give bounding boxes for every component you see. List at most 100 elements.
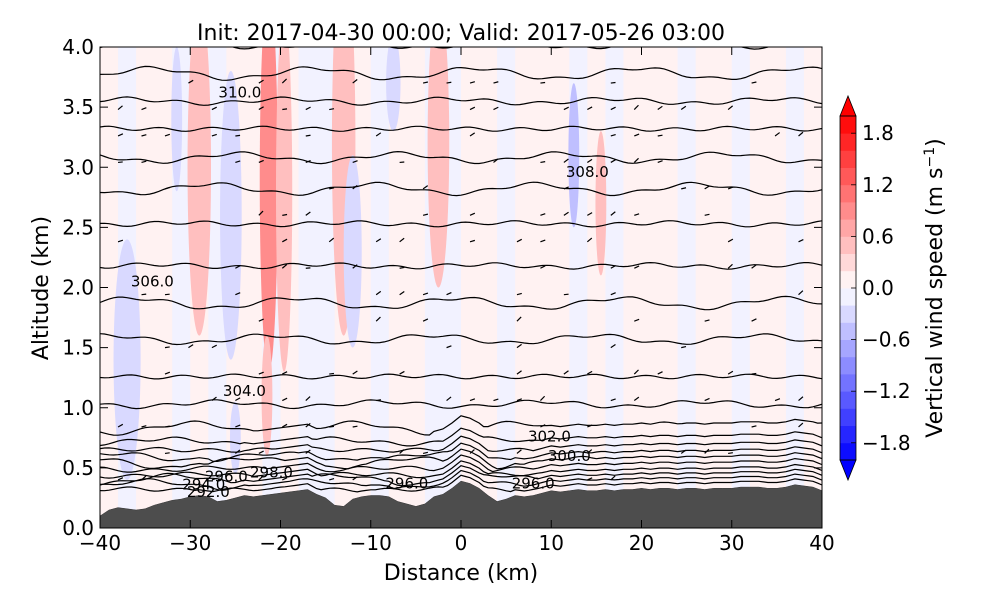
wind-vector bbox=[540, 239, 546, 243]
colorbar-level bbox=[840, 391, 856, 409]
wind-vector bbox=[235, 397, 241, 402]
wind-vector bbox=[634, 133, 640, 137]
wind-vector bbox=[141, 107, 147, 111]
wind-vector bbox=[751, 264, 757, 269]
wind-vector bbox=[141, 160, 147, 164]
colorbar-level bbox=[840, 150, 856, 168]
theta-contour bbox=[100, 125, 822, 132]
w-stripe bbox=[352, 47, 372, 528]
colorbar-level bbox=[840, 322, 856, 340]
wind-vector bbox=[539, 395, 546, 401]
wind-vector bbox=[540, 81, 546, 84]
wind-vector bbox=[610, 159, 616, 163]
wind-vector bbox=[399, 237, 405, 243]
wind-vector bbox=[282, 397, 288, 402]
wind-vector bbox=[563, 293, 569, 296]
wind-vector bbox=[704, 213, 710, 216]
w-anomaly bbox=[171, 47, 183, 192]
y-tick-label: 1.5 bbox=[62, 336, 94, 360]
y-tick-label: 2.5 bbox=[62, 215, 94, 239]
terrain bbox=[100, 480, 822, 528]
colorbar-tick-label: 0.6 bbox=[862, 224, 894, 248]
wind-vector bbox=[422, 318, 429, 322]
w-stripe bbox=[461, 47, 480, 528]
w-stripe bbox=[316, 47, 336, 528]
w-stripe bbox=[659, 47, 679, 528]
wind-vector bbox=[587, 158, 593, 163]
wind-vector bbox=[516, 238, 523, 243]
contour-label: 296.0 bbox=[385, 475, 428, 493]
wind-vector bbox=[235, 292, 241, 296]
y-axis-label: Altitude (km) bbox=[29, 216, 54, 360]
colorbar-ticks: 1.8 1.2 0.6 0.0 −0.6 −1.2 −1.8 bbox=[851, 121, 911, 455]
theta-contour bbox=[100, 333, 822, 346]
x-tick-label: −30 bbox=[169, 531, 211, 555]
chart-title: Init: 2017-04-30 00:00; Valid: 2017-05-2… bbox=[197, 21, 725, 46]
wind-vector bbox=[235, 134, 241, 137]
wind-vector bbox=[798, 290, 804, 296]
contour-label: 306.0 bbox=[131, 272, 174, 290]
wind-vector bbox=[258, 79, 264, 84]
colorbar-extend-top bbox=[839, 94, 857, 117]
w-anomaly bbox=[386, 47, 401, 132]
wind-vector bbox=[610, 106, 616, 111]
wind-vector bbox=[328, 237, 335, 243]
w-stripe bbox=[479, 47, 498, 528]
w-anomaly bbox=[220, 71, 242, 360]
wind-vector bbox=[469, 212, 476, 216]
wind-vector bbox=[493, 81, 499, 84]
wind-vector bbox=[329, 372, 335, 375]
wind-vector bbox=[727, 238, 734, 243]
theta-contour bbox=[100, 220, 822, 228]
wind-vector bbox=[540, 161, 546, 164]
colorbar-level bbox=[840, 356, 856, 375]
wind-vector bbox=[258, 210, 264, 216]
wind-vector bbox=[610, 81, 616, 84]
wind-vector bbox=[329, 108, 335, 111]
wind-vector bbox=[422, 81, 429, 84]
wind-vector bbox=[117, 477, 124, 481]
colorbar-tick-label: −1.2 bbox=[862, 379, 911, 403]
wind-vector bbox=[422, 451, 429, 455]
colorbar-tick-label: −0.6 bbox=[862, 328, 911, 352]
colorbar-level bbox=[840, 253, 856, 272]
y-tick-label: 4.0 bbox=[62, 35, 94, 59]
wind-vector bbox=[469, 132, 476, 137]
wind-vector bbox=[587, 106, 593, 111]
contour-label: 292.0 bbox=[187, 483, 230, 501]
colorbar-level bbox=[840, 339, 856, 358]
wind-vector bbox=[258, 450, 264, 454]
wind-vector bbox=[516, 316, 522, 322]
w-stripe bbox=[623, 47, 642, 528]
x-tick-label: −20 bbox=[259, 531, 301, 555]
wind-vector bbox=[282, 423, 288, 428]
wind-vector bbox=[586, 237, 593, 243]
wind-vector bbox=[610, 211, 616, 216]
wind-vector bbox=[305, 134, 311, 137]
wind-vector bbox=[727, 105, 734, 110]
colorbar-level bbox=[840, 133, 856, 151]
wind-vector bbox=[563, 370, 569, 375]
theta-contour bbox=[100, 474, 822, 493]
y-axis: 0.0 0.5 1.0 1.5 2.0 2.5 3.0 3.5 4.0 bbox=[62, 35, 822, 540]
colorbar-tick-label: −1.8 bbox=[862, 431, 911, 455]
wind-vector bbox=[164, 293, 170, 296]
contour-label: 296.0 bbox=[205, 467, 248, 485]
wind-vector bbox=[610, 343, 616, 349]
theta-contour bbox=[100, 399, 822, 410]
x-tick-label: 0 bbox=[455, 531, 468, 555]
wind-vector bbox=[141, 134, 147, 137]
w-stripe bbox=[388, 47, 408, 528]
wind-vector bbox=[727, 370, 734, 375]
wind-vector bbox=[282, 238, 288, 243]
w-stripe bbox=[551, 47, 570, 528]
wind-vector bbox=[516, 292, 522, 296]
wind-vector bbox=[164, 346, 170, 349]
wind-vector bbox=[798, 422, 804, 428]
wind-vector bbox=[774, 132, 781, 137]
w-stripe bbox=[605, 47, 624, 528]
theta-contour bbox=[100, 427, 822, 447]
wind-vector bbox=[188, 344, 194, 349]
wind-vector bbox=[446, 396, 452, 402]
theta-contour bbox=[100, 261, 822, 270]
